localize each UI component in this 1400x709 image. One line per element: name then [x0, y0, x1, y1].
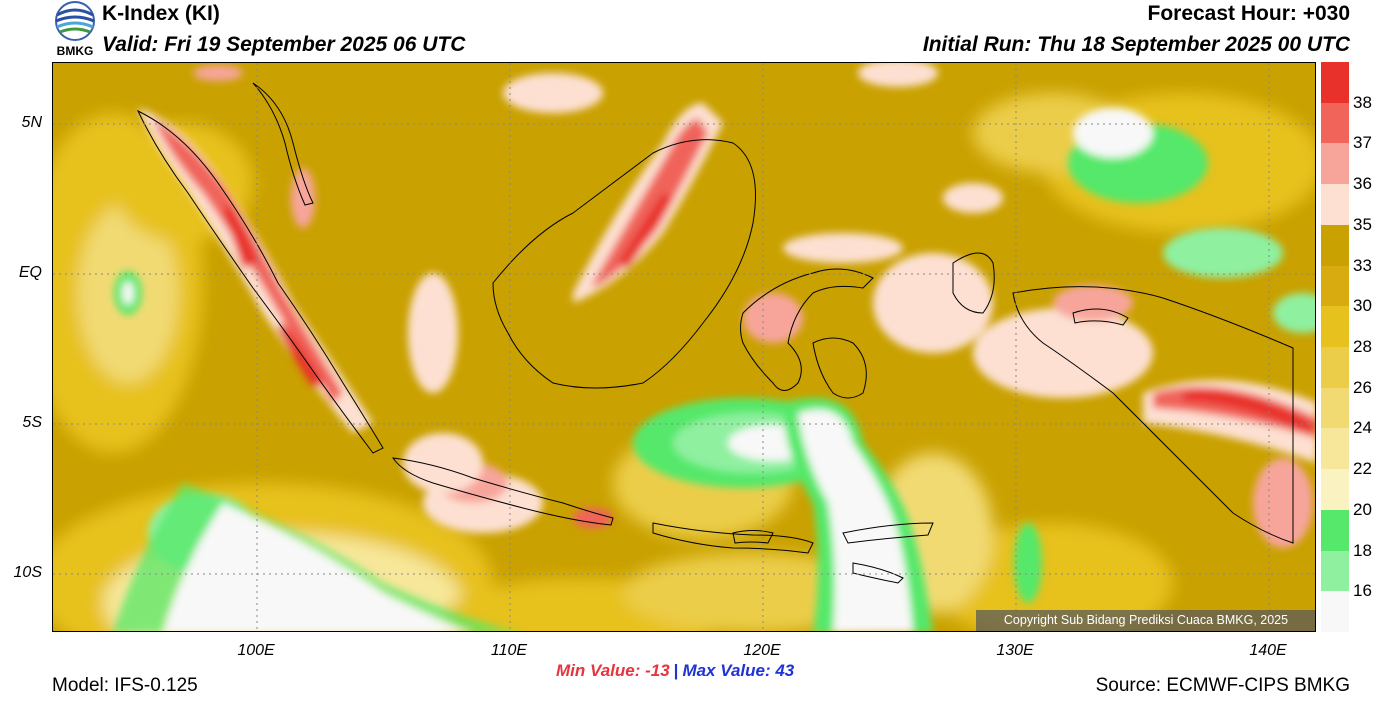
colorbar-swatch [1321, 184, 1349, 226]
x-tick-130e: 130E [996, 642, 1034, 659]
colorbar-label: 26 [1353, 377, 1372, 397]
colorbar-label: 24 [1353, 418, 1372, 438]
source-label: Source: ECMWF-CIPS BMKG [1095, 675, 1350, 696]
min-value: Min Value: -13 [556, 661, 670, 680]
low-k-areas [113, 108, 1315, 631]
colorbar-swatch [1321, 62, 1349, 104]
model-label: Model: IFS-0.125 [52, 675, 198, 696]
colorbar-swatch [1321, 469, 1349, 511]
colorbar-label: 35 [1353, 214, 1372, 234]
colorbar-label: 18 [1353, 540, 1372, 560]
colorbar-label: 36 [1353, 174, 1372, 194]
logo-text: BMKG [56, 44, 94, 58]
colorbar-swatch [1321, 224, 1349, 267]
colorbar-label: 20 [1353, 499, 1372, 519]
colorbar-label: 33 [1353, 255, 1372, 275]
copyright-notice: Copyright Sub Bidang Prediksi Cuaca BMKG… [976, 610, 1315, 631]
x-tick-120e: 120E [743, 642, 781, 659]
valid-time: Valid: Fri 19 September 2025 06 UTC [102, 33, 466, 56]
colorbar-swatch [1321, 306, 1349, 348]
y-tick-5s: 5S [22, 414, 42, 431]
high-k-areas [138, 63, 1315, 548]
k-index-field [53, 63, 1315, 631]
colorbar-label: 38 [1353, 92, 1372, 112]
x-tick-110e: 110E [490, 642, 528, 659]
colorbar: 38 37 36 35 33 30 28 26 24 22 20 18 16 [1321, 62, 1379, 633]
min-max-separator: | [673, 661, 679, 680]
colorbar-swatch [1321, 509, 1349, 552]
bmkg-logo-icon [55, 1, 95, 41]
y-tick-10s: 10S [13, 564, 42, 581]
forecast-hour: Forecast Hour: +030 [1147, 2, 1351, 25]
colorbar-label: 37 [1353, 133, 1372, 153]
colorbar-label: 16 [1353, 581, 1372, 601]
min-max-values: Min Value: -13 | Max Value: 43 [556, 661, 794, 681]
x-tick-140e: 140E [1249, 642, 1287, 659]
colorbar-swatch [1321, 550, 1349, 592]
colorbar-swatch [1321, 591, 1349, 633]
x-tick-100e: 100E [237, 642, 275, 659]
colorbar-swatch [1321, 102, 1349, 144]
colorbar-swatch [1321, 265, 1349, 307]
graticule [53, 63, 1315, 631]
colorbar-label: 28 [1353, 337, 1372, 356]
colorbar-swatch [1321, 347, 1349, 389]
colorbar-label: 30 [1353, 296, 1372, 316]
max-value: Max Value: 43 [682, 661, 795, 680]
coastlines [136, 82, 1294, 584]
y-tick-5n: 5N [21, 114, 42, 131]
colorbar-swatch [1321, 143, 1349, 185]
initial-run: Initial Run: Thu 18 September 2025 00 UT… [922, 33, 1350, 56]
bmkg-logo: BMKG [52, 1, 98, 59]
colorbar-swatch [1321, 387, 1349, 429]
colorbar-swatch [1321, 428, 1349, 470]
y-tick-eq: EQ [18, 264, 42, 281]
k-index-map: Copyright Sub Bidang Prediksi Cuaca BMKG… [52, 62, 1316, 632]
map-title: K-Index (KI) [102, 2, 220, 25]
colorbar-label: 22 [1353, 459, 1372, 479]
